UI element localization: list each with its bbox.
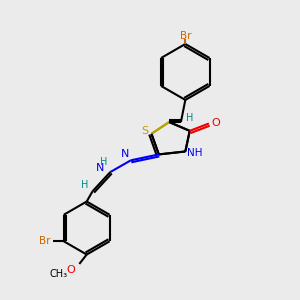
Text: O: O [66,265,75,275]
Text: Br: Br [180,31,192,41]
Text: O: O [211,118,220,128]
Text: H: H [81,180,88,190]
Text: S: S [141,126,148,136]
Text: N: N [121,149,129,159]
Text: N: N [96,163,104,173]
Text: Br: Br [39,236,50,246]
Text: CH₃: CH₃ [50,269,68,279]
Text: NH: NH [187,148,203,158]
Text: H: H [186,112,194,123]
Text: H: H [100,157,107,167]
